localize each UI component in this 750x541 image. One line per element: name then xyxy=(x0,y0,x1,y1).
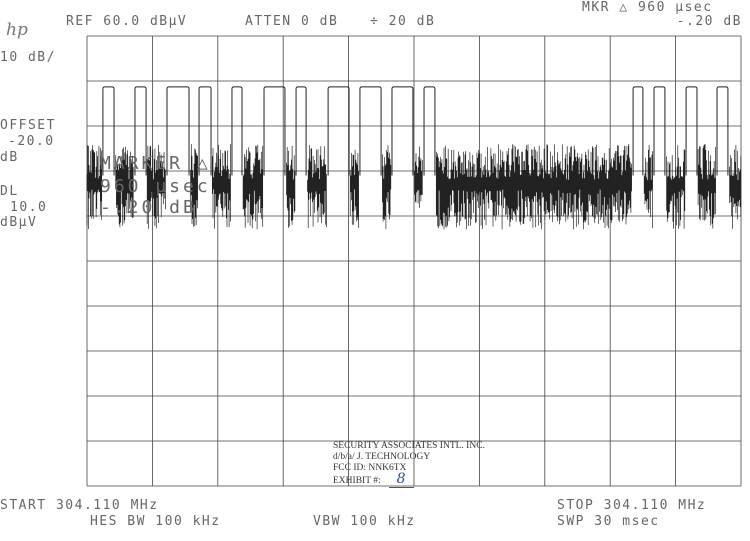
pulse xyxy=(685,86,698,176)
vbw: VBW 100 kHz xyxy=(313,514,416,529)
marker-overlay-title: MARKER △ xyxy=(100,153,211,174)
offset-value: -20.0 xyxy=(8,134,55,149)
marker-overlay-time: 960 µsec xyxy=(100,176,211,197)
scale-per-div: 10 dB/ xyxy=(0,50,56,65)
scale-div: ÷ 20 dB xyxy=(370,14,436,29)
pulse xyxy=(198,86,212,176)
pulse xyxy=(166,86,190,176)
pulse xyxy=(102,86,115,176)
noise-floor xyxy=(86,144,742,230)
offset-label: OFFSET xyxy=(0,118,56,133)
start-freq: START 304.110 MHz xyxy=(0,498,159,513)
pulse xyxy=(391,86,414,176)
pulse xyxy=(423,86,436,176)
stamp-exhibit-number: 8 xyxy=(388,471,414,488)
stamp-exhibit-label: EXHIBIT #: xyxy=(333,476,381,486)
pulse xyxy=(653,86,666,176)
hp-logo: hp xyxy=(6,20,28,40)
trace xyxy=(86,86,742,230)
stamp-company: SECURITY ASSOCIATES INTL. INC. xyxy=(333,441,485,451)
graticule xyxy=(86,35,742,487)
marker-readout: MKR △ 960 µsec xyxy=(582,0,713,15)
pulse xyxy=(327,86,350,176)
pulse xyxy=(716,86,729,176)
marker-overlay-level: -.20 dB xyxy=(100,197,197,218)
offset-unit: dB xyxy=(0,150,19,165)
pulse xyxy=(359,86,382,176)
ref-level: REF 60.0 dBµV xyxy=(66,14,188,29)
attenuation: ATTEN 0 dB xyxy=(245,14,339,29)
dl-unit: dBµV xyxy=(0,215,38,230)
pulse xyxy=(231,86,243,176)
exhibit-stamp: SECURITY ASSOCIATES INTL. INC. d/b/a/ J.… xyxy=(333,441,485,488)
dl-value: 10.0 xyxy=(10,200,48,215)
stop-freq: STOP 304.110 MHz xyxy=(557,498,707,513)
pulse xyxy=(263,86,286,176)
pulse xyxy=(134,86,147,176)
dl-label: DL xyxy=(0,184,19,199)
marker-level: -.20 dB xyxy=(676,14,742,29)
pulse xyxy=(295,86,307,176)
stamp-fcc-id: FCC ID: NNK6TX xyxy=(333,463,407,473)
stamp-dba: d/b/a/ J. TECHNOLOGY xyxy=(333,452,431,462)
res-bw: HES BW 100 kHz xyxy=(90,514,221,529)
sweep-time: SWP 30 msec xyxy=(557,514,660,529)
pulse xyxy=(632,86,644,176)
